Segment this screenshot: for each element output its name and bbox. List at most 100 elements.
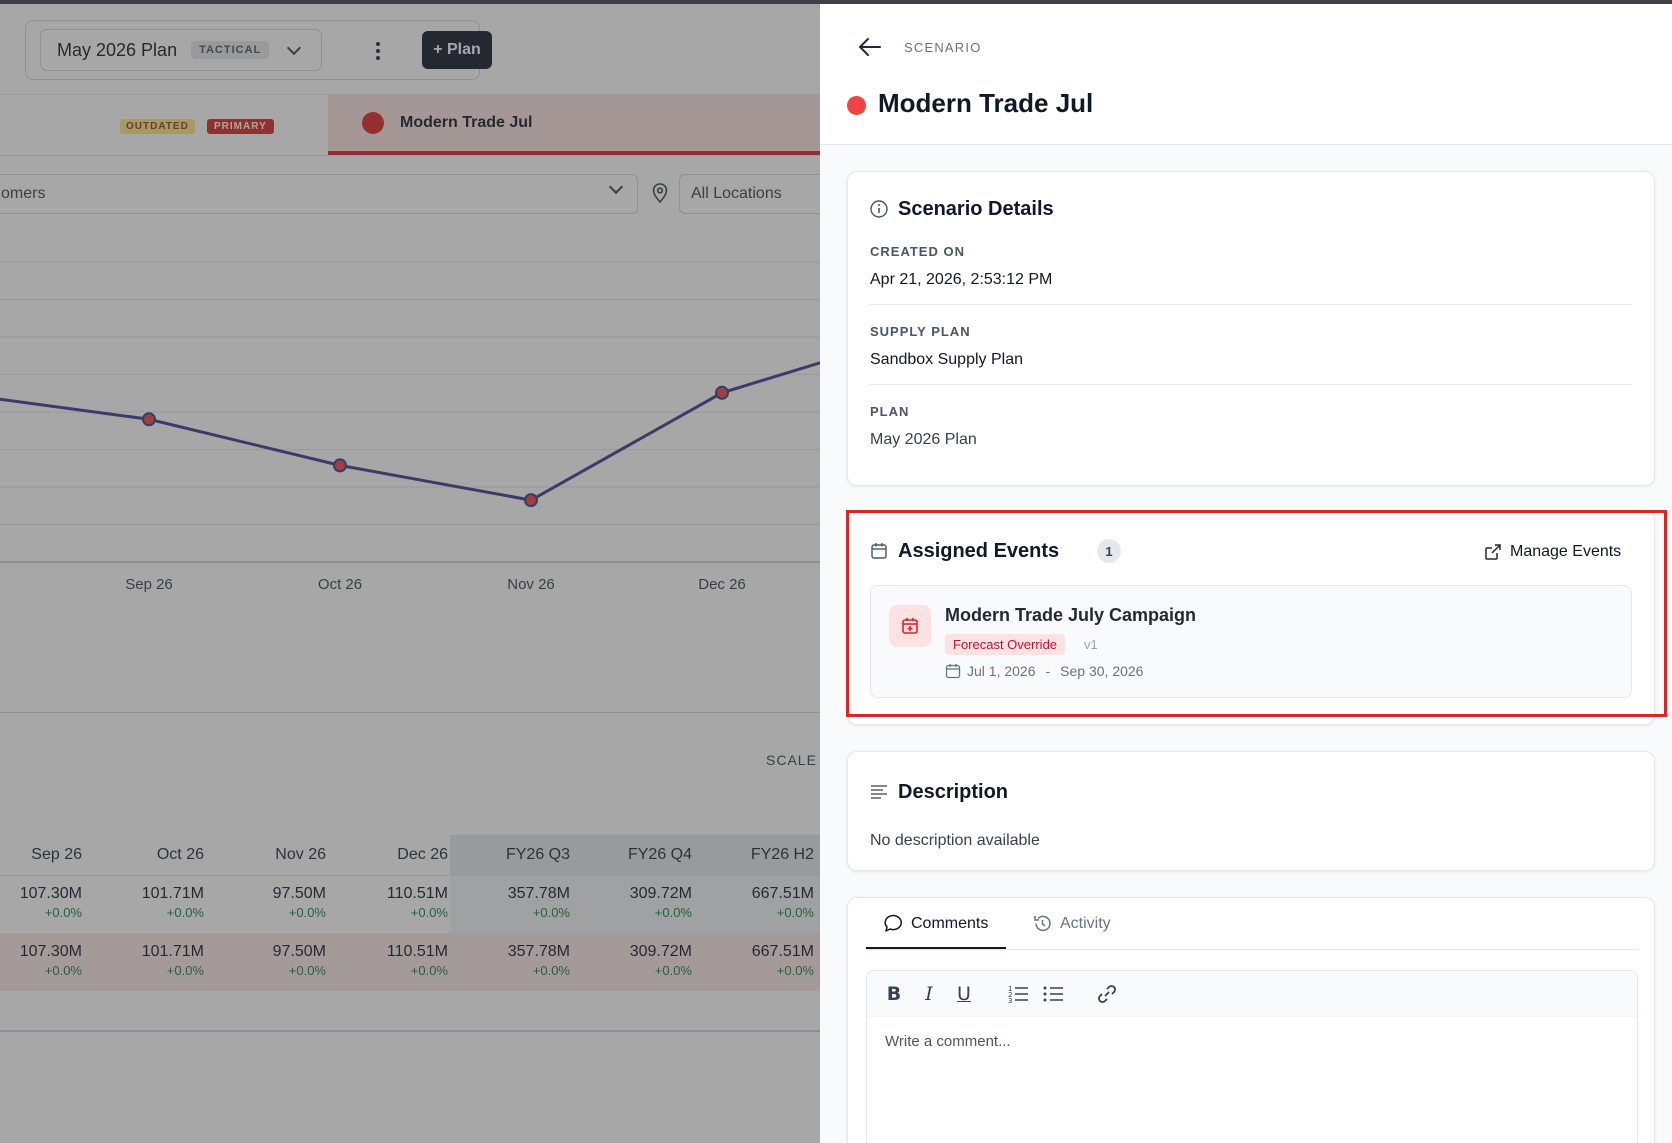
x-tick-label: Oct 26 bbox=[318, 576, 362, 593]
modal-backdrop[interactable] bbox=[0, 0, 820, 1143]
cell-delta: +0.0% bbox=[776, 905, 814, 920]
plan-value: May 2026 Plan bbox=[870, 431, 977, 448]
cell-delta: +0.0% bbox=[44, 905, 82, 920]
svg-text:2: 2 bbox=[1008, 991, 1012, 999]
chat-bubbles-icon bbox=[884, 914, 902, 932]
scale-label: SCALE bbox=[766, 752, 817, 768]
plan-label: PLAN bbox=[870, 404, 910, 419]
cell-value: 107.30M bbox=[19, 885, 82, 902]
event-start-date: Jul 1, 2026 bbox=[967, 663, 1036, 679]
assigned-events-card: Assigned Events 1 Manage Events Modern bbox=[847, 510, 1655, 725]
event-version: v1 bbox=[1084, 637, 1098, 652]
table-cell[interactable]: 101.71M +0.0% bbox=[84, 943, 210, 978]
link-icon[interactable] bbox=[1096, 983, 1118, 1005]
info-icon bbox=[870, 200, 888, 218]
plan-name: May 2026 Plan bbox=[57, 39, 178, 60]
cell-delta: +0.0% bbox=[410, 963, 448, 978]
plan-dropdown[interactable]: May 2026 Plan TACTICAL bbox=[40, 29, 322, 71]
tab-modern-trade-jul[interactable]: Modern Trade Jul bbox=[328, 95, 820, 155]
table-cell[interactable]: 97.50M +0.0% bbox=[206, 943, 332, 978]
history-icon bbox=[1034, 915, 1051, 932]
data-point[interactable] bbox=[715, 385, 729, 400]
event-name: Modern Trade July Campaign bbox=[945, 605, 1197, 625]
table-cell[interactable]: 107.30M +0.0% bbox=[0, 885, 88, 920]
column-header[interactable]: FY26 H2 bbox=[694, 835, 820, 875]
italic-icon[interactable]: I bbox=[925, 983, 933, 1005]
tab-activity[interactable]: Activity bbox=[1033, 914, 1111, 933]
table-cell[interactable]: 357.78M +0.0% bbox=[450, 943, 576, 978]
event-end-date: Sep 30, 2026 bbox=[1060, 663, 1144, 679]
column-header[interactable]: Nov 26 bbox=[275, 846, 326, 863]
numbered-list-icon[interactable]: 1 2 3 bbox=[1007, 983, 1029, 1005]
table-cell[interactable]: 357.78M +0.0% bbox=[450, 885, 576, 920]
drawer-title: Modern Trade Jul bbox=[878, 88, 1094, 118]
scenario-color-dot bbox=[847, 96, 866, 115]
tab-label: Modern Trade Jul bbox=[400, 114, 533, 131]
active-tab-indicator bbox=[866, 947, 1006, 949]
data-point[interactable] bbox=[524, 493, 538, 508]
table-cell[interactable]: 309.72M +0.0% bbox=[572, 885, 698, 920]
scenario-drawer: SCENARIO Modern Trade Jul Scenario Detai… bbox=[820, 0, 1672, 1143]
event-type-badge: Forecast Override bbox=[945, 634, 1066, 655]
scenario-tabs: OUTDATED PRIMARY Modern Trade Jul bbox=[0, 94, 820, 156]
tab-comments[interactable]: Comments bbox=[884, 914, 988, 933]
column-header[interactable]: Oct 26 bbox=[156, 846, 204, 863]
data-point[interactable] bbox=[142, 412, 156, 427]
x-tick-label: Nov 26 bbox=[507, 576, 555, 593]
highlight-box bbox=[846, 510, 1667, 717]
scenario-row-highlight bbox=[0, 933, 820, 991]
cell-value: 107.30M bbox=[19, 943, 82, 960]
manage-events-label: Manage Events bbox=[1510, 543, 1622, 560]
bold-icon[interactable]: B bbox=[886, 983, 902, 1005]
cell-delta: +0.0% bbox=[532, 905, 570, 920]
manage-events-button[interactable]: Manage Events bbox=[1484, 543, 1621, 561]
scenario-details-card: Scenario Details CREATED ON Apr 21, 2026… bbox=[847, 171, 1655, 486]
table-cell[interactable]: 101.71M +0.0% bbox=[84, 885, 210, 920]
cell-value: 110.51M bbox=[386, 885, 448, 902]
table-cell[interactable]: 107.30M +0.0% bbox=[0, 943, 88, 978]
cell-delta: +0.0% bbox=[532, 963, 570, 978]
table-cell[interactable]: 309.72M +0.0% bbox=[572, 943, 698, 978]
cell-delta: +0.0% bbox=[166, 963, 204, 978]
table-cell[interactable]: 97.50M +0.0% bbox=[206, 885, 332, 920]
more-options-icon[interactable] bbox=[370, 37, 386, 65]
table-cell[interactable]: 667.51M +0.0% bbox=[694, 885, 820, 920]
location-pin-icon bbox=[652, 183, 668, 203]
locations-filter[interactable]: All Locations bbox=[679, 174, 820, 214]
drawer-eyebrow: SCENARIO bbox=[904, 40, 982, 55]
cell-value: 97.50M bbox=[272, 885, 326, 902]
comment-input[interactable]: Write a comment... bbox=[885, 1033, 1011, 1050]
calendar-icon bbox=[945, 664, 961, 679]
column-header[interactable]: FY26 Q4 bbox=[572, 835, 698, 875]
back-arrow-icon[interactable] bbox=[858, 36, 882, 58]
add-plan-button[interactable]: + Plan bbox=[422, 31, 492, 69]
column-header[interactable]: Sep 26 bbox=[31, 846, 82, 863]
cell-value: 309.72M bbox=[629, 885, 692, 902]
tab-comments-label: Comments bbox=[911, 914, 989, 932]
cell-delta: +0.0% bbox=[166, 905, 204, 920]
svg-text:1: 1 bbox=[1008, 985, 1012, 993]
divider bbox=[0, 1030, 820, 1032]
cell-value: 667.51M bbox=[751, 943, 814, 960]
cell-delta: +0.0% bbox=[288, 963, 326, 978]
background-app: May 2026 Plan TACTICAL + Plan OUTDATED P… bbox=[0, 0, 820, 1143]
table-cell[interactable]: 110.51M +0.0% bbox=[328, 943, 454, 978]
event-item[interactable]: Modern Trade July Campaign Forecast Over… bbox=[870, 585, 1632, 698]
customers-filter[interactable]: omers bbox=[0, 174, 638, 214]
cell-value: 110.51M bbox=[386, 943, 448, 960]
column-header[interactable]: Dec 26 bbox=[397, 846, 448, 863]
locations-filter-value: All Locations bbox=[691, 185, 782, 202]
cell-value: 101.71M bbox=[141, 943, 204, 960]
external-link-icon bbox=[1485, 544, 1501, 560]
cell-delta: +0.0% bbox=[654, 963, 692, 978]
underline-icon[interactable]: U bbox=[957, 983, 971, 1005]
bullet-list-icon[interactable] bbox=[1042, 983, 1064, 1005]
table-cell[interactable]: 110.51M +0.0% bbox=[328, 885, 454, 920]
divider bbox=[0, 875, 820, 876]
column-header[interactable]: FY26 Q3 bbox=[450, 835, 576, 875]
plan-selector-card: May 2026 Plan TACTICAL + Plan bbox=[25, 20, 492, 80]
supply-plan-value: Sandbox Supply Plan bbox=[870, 351, 1023, 368]
divider bbox=[870, 384, 1632, 385]
table-cell[interactable]: 667.51M +0.0% bbox=[694, 943, 820, 978]
data-point[interactable] bbox=[333, 458, 347, 473]
